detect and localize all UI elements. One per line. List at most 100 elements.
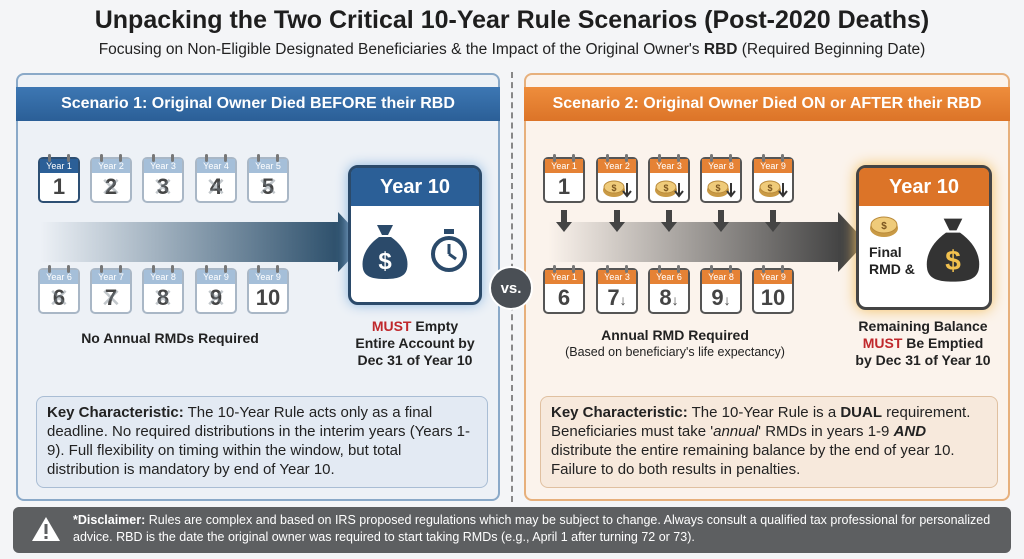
ring	[100, 265, 103, 273]
svg-text:$: $	[663, 183, 668, 193]
deadline-l1: Empty	[411, 318, 459, 334]
year-number: 5	[261, 174, 275, 199]
key-text: distribute the entire remaining balance …	[551, 442, 955, 478]
calendar-year-6: Year 6 6 ✕	[38, 265, 80, 314]
scenario2-deadline: Remaining Balance MUST Be Emptied by Dec…	[842, 318, 1004, 369]
ring	[625, 265, 628, 273]
scenario2-header: Scenario 2: Original Owner Died ON or AF…	[524, 87, 1010, 121]
ring	[781, 154, 784, 162]
coin-down-icon: $	[759, 180, 788, 198]
year-number: 1	[557, 174, 571, 199]
ring	[205, 154, 208, 162]
svg-text:$: $	[715, 183, 720, 193]
deadline-l2: Entire Account by	[355, 335, 475, 351]
must-text: MUST	[862, 335, 903, 351]
ring	[729, 154, 732, 162]
ring	[762, 265, 765, 273]
timeline-arrow	[40, 222, 340, 262]
calendar-label: Year 6	[40, 270, 78, 284]
down-arrow-icon	[713, 210, 729, 232]
year10-label: Year 10	[351, 168, 479, 206]
calendar-label: Year 3	[598, 270, 636, 284]
calendar-label: Year 9	[197, 270, 235, 284]
year-number: 2	[104, 174, 118, 199]
ring	[572, 265, 575, 273]
calendar-label: Year 9	[754, 270, 792, 284]
disclaimer: *Disclaimer: Rules are complex and based…	[13, 507, 1011, 553]
cross-icon: ✕	[100, 172, 122, 202]
ring	[48, 265, 51, 273]
warning-icon	[32, 517, 60, 541]
svg-text:$: $	[611, 183, 616, 193]
calendar-number: 9	[197, 284, 235, 312]
calendar-label: Year 7	[92, 270, 130, 284]
ring	[152, 154, 155, 162]
calendar-label: Year 1	[545, 270, 583, 284]
deadline-l1: Remaining Balance	[858, 318, 988, 334]
key-label: Key Characteristic:	[551, 404, 688, 421]
year-number: 6	[52, 285, 66, 310]
calendar-number: 8	[144, 284, 182, 312]
calendar-year-9: Year 9 10	[247, 265, 289, 314]
ring	[171, 154, 174, 162]
calendar-year-3: Year 3 7↓	[596, 265, 638, 314]
calendar-year-4: Year 4 4 ✕	[195, 154, 237, 203]
ring	[67, 154, 70, 162]
calendar-label: Year 2	[92, 159, 130, 173]
ring	[100, 154, 103, 162]
ring	[553, 265, 556, 273]
ring	[224, 154, 227, 162]
calendar-number: 1	[40, 173, 78, 201]
ring	[205, 265, 208, 273]
calendar-label: Year 1	[40, 159, 78, 173]
stopwatch-icon	[431, 229, 467, 272]
calendar-label: Year 1	[545, 159, 583, 173]
ring	[553, 154, 556, 162]
ring	[67, 265, 70, 273]
scenario2-caption: Annual RMD Required	[601, 327, 749, 343]
calendar-label: Year 2	[598, 159, 636, 173]
subtitle-text-end: (Required Beginning Date)	[737, 41, 926, 58]
calendar-year-2: Year 2 2 ✕	[90, 154, 132, 203]
cross-icon: ✕	[205, 172, 227, 202]
final-rmd-label: Final RMD &	[869, 244, 915, 277]
calendar-number: 4	[197, 173, 235, 201]
money-bag-icon: $	[926, 218, 980, 282]
year-number: 1	[52, 174, 66, 199]
key-text: ' RMDs in years 1-9	[758, 423, 894, 440]
calendar-number: 8↓	[650, 284, 688, 314]
down-arrow-icon: ↓	[671, 292, 679, 308]
scenario2-subcaption: (Based on beneficiary's life expectancy)	[565, 345, 785, 359]
down-arrow-icon: ↓	[619, 292, 627, 308]
calendar-label: Year 9	[249, 270, 287, 284]
ring	[171, 265, 174, 273]
calendar-label: Year 3	[650, 159, 688, 173]
scenario1-header: Scenario 1: Original Owner Died BEFORE t…	[16, 87, 500, 121]
year10-card: Year 10 $	[348, 165, 482, 305]
calendar-number: 10	[249, 284, 287, 312]
year-number: 10	[255, 285, 281, 310]
page-subtitle: Focusing on Non-Eligible Designated Bene…	[0, 41, 1024, 59]
ring	[257, 265, 260, 273]
calendar-number: 1	[545, 173, 583, 201]
calendar-year-8: Year 8 9↓	[700, 265, 742, 314]
calendar-year-9: Year 9 9 ✕	[195, 265, 237, 314]
svg-text:$: $	[945, 245, 961, 276]
page-title: Unpacking the Two Critical 10-Year Rule …	[94, 6, 930, 34]
calendar-year-7: Year 7 7 ✕	[90, 265, 132, 314]
deadline-l2: Be Emptied	[902, 335, 984, 351]
calendar-year-9: Year 9 $	[752, 154, 794, 203]
ring	[606, 154, 609, 162]
cross-icon: ✕	[48, 283, 70, 313]
cross-icon: ✕	[100, 283, 122, 313]
subtitle-text: Focusing on Non-Eligible Designated Bene…	[98, 41, 704, 58]
svg-text:$: $	[881, 221, 887, 232]
ring	[710, 154, 713, 162]
calendar-year-9: Year 9 10	[752, 265, 794, 314]
ring	[48, 154, 51, 162]
year-number: 8	[659, 285, 672, 310]
must-text: MUST	[371, 318, 412, 334]
calendar-number: 3	[144, 173, 182, 201]
ring	[677, 265, 680, 273]
